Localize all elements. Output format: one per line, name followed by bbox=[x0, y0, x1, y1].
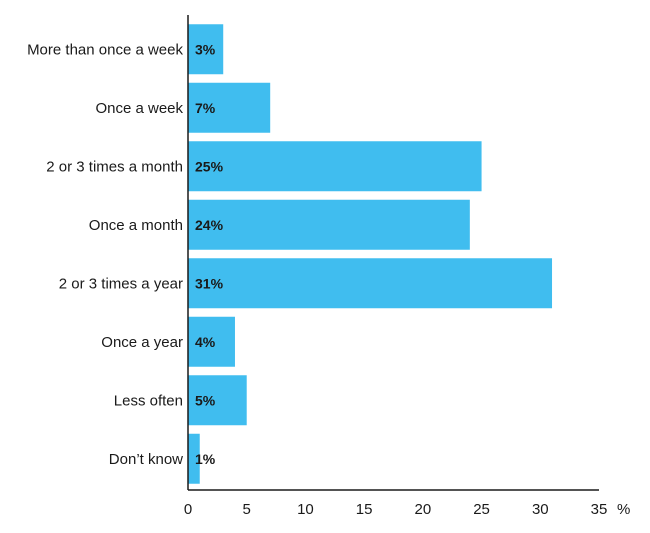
bar-4 bbox=[188, 258, 553, 309]
bar-7 bbox=[188, 433, 200, 484]
category-label-0: More than once a week bbox=[27, 41, 183, 58]
x-tick-label-5: 25 bbox=[473, 501, 490, 518]
bar-5 bbox=[188, 316, 235, 367]
bar-2 bbox=[188, 141, 482, 192]
category-label-1: Once a week bbox=[95, 100, 183, 117]
value-label-1: 7% bbox=[195, 100, 216, 116]
category-label-2: 2 or 3 times a month bbox=[46, 158, 183, 175]
value-label-4: 31% bbox=[195, 275, 224, 291]
x-tick-label-7: 35 bbox=[591, 501, 608, 518]
bar-3 bbox=[188, 199, 470, 250]
value-label-2: 25% bbox=[195, 158, 224, 174]
value-label-7: 1% bbox=[195, 451, 216, 467]
bar-1 bbox=[188, 82, 271, 133]
value-label-6: 5% bbox=[195, 392, 216, 408]
bar-6 bbox=[188, 375, 247, 426]
value-label-5: 4% bbox=[195, 334, 216, 350]
x-tick-label-6: 30 bbox=[532, 501, 549, 518]
category-label-7: Don’t know bbox=[109, 451, 183, 468]
x-axis-unit: % bbox=[617, 501, 630, 518]
category-labels: More than once a week Once a week 2 or 3 t… bbox=[27, 41, 183, 468]
value-label-0: 3% bbox=[195, 41, 216, 57]
x-tick-label-3: 15 bbox=[356, 501, 373, 518]
bar-0 bbox=[188, 24, 224, 75]
category-label-5: Once a year bbox=[101, 334, 183, 351]
value-labels: 3% 7% 25% 24% 31% 4% 5% 1% bbox=[195, 41, 224, 467]
x-tick-label-0: 0 bbox=[184, 501, 192, 518]
x-tick-label-2: 10 bbox=[297, 501, 314, 518]
category-label-4: 2 or 3 times a year bbox=[59, 275, 183, 292]
value-label-3: 24% bbox=[195, 217, 224, 233]
category-label-6: Less often bbox=[114, 392, 183, 409]
bars-group bbox=[188, 24, 553, 484]
x-tick-label-1: 5 bbox=[243, 501, 251, 518]
x-axis-ticks: 0 5 10 15 20 25 30 35 bbox=[184, 501, 608, 518]
category-label-3: Once a month bbox=[89, 217, 183, 234]
x-tick-label-4: 20 bbox=[415, 501, 432, 518]
